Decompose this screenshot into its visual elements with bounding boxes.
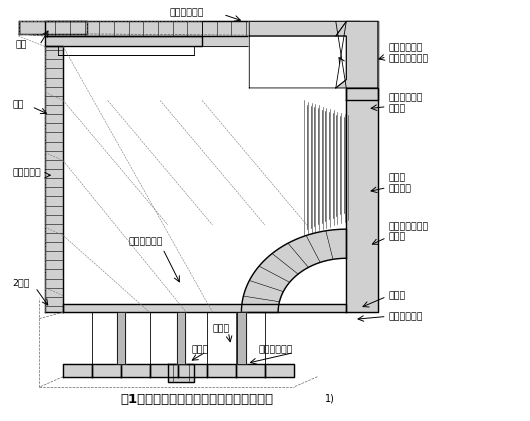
Polygon shape (63, 364, 92, 377)
Text: 倉口: 倉口 (12, 100, 24, 109)
Polygon shape (179, 364, 207, 377)
Polygon shape (207, 364, 236, 377)
Text: 1): 1) (325, 393, 335, 403)
Polygon shape (121, 364, 149, 377)
Polygon shape (117, 312, 125, 364)
Polygon shape (237, 312, 245, 364)
Text: フロア: フロア (213, 325, 230, 333)
Text: ボトムロンジ: ボトムロンジ (388, 312, 423, 321)
Polygon shape (241, 229, 346, 312)
Polygon shape (236, 364, 265, 377)
Polygon shape (63, 304, 346, 312)
Text: サイド
フレーム: サイド フレーム (388, 174, 411, 193)
Polygon shape (346, 21, 378, 100)
Text: 波形横隔壁: 波形横隔壁 (12, 168, 41, 178)
Polygon shape (346, 88, 378, 312)
Polygon shape (45, 21, 359, 36)
Polygon shape (58, 46, 194, 55)
Text: キール: キール (191, 345, 209, 354)
Text: 甲板: 甲板 (16, 41, 28, 50)
Text: ダクトキール: ダクトキール (259, 345, 293, 354)
Text: デッキロンジ: デッキロンジ (169, 9, 204, 18)
Polygon shape (149, 364, 179, 377)
Text: サイドガーダ: サイドガーダ (129, 237, 163, 246)
Polygon shape (249, 21, 346, 36)
Polygon shape (336, 21, 378, 88)
Text: ビレジホッパー
タンク: ビレジホッパー タンク (388, 222, 428, 242)
Polygon shape (19, 21, 87, 34)
Polygon shape (168, 364, 194, 382)
Polygon shape (202, 21, 378, 46)
Text: トップサイド
タンクトランス: トップサイド タンクトランス (388, 44, 428, 63)
Text: 2重底: 2重底 (12, 279, 30, 288)
Polygon shape (265, 364, 294, 377)
Polygon shape (177, 312, 186, 364)
Text: 図1　バルクキャリアーの船殻構造の一例: 図1 バルクキャリアーの船殻構造の一例 (120, 393, 273, 406)
Polygon shape (249, 36, 346, 88)
Text: トップサイド
タンク: トップサイド タンク (388, 93, 423, 113)
Polygon shape (45, 36, 202, 46)
Polygon shape (45, 46, 63, 312)
Polygon shape (92, 364, 121, 377)
Text: 内底板: 内底板 (388, 291, 405, 300)
